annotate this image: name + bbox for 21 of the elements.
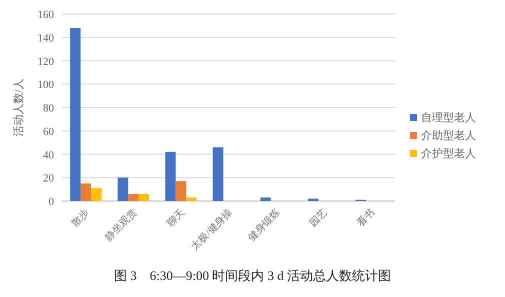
y-tick-label: 0 <box>48 196 54 208</box>
x-tick-label: 散步 <box>69 206 92 230</box>
x-tick-label: 看书 <box>354 206 378 230</box>
x-tick-label: 太极/健身操 <box>188 206 235 252</box>
y-axis-title: 活动人数/人 <box>13 78 25 137</box>
legend-label: 介助型老人 <box>421 129 476 142</box>
y-tick-label: 40 <box>43 149 54 162</box>
text: 图 3 6:30—9:00 时间段内 3 d 活动总人数统计图 <box>114 268 391 283</box>
x-tick-label: 静坐观赏 <box>102 206 140 244</box>
x-tick-label: 园艺 <box>307 206 330 230</box>
y-tick-label: 20 <box>43 172 54 185</box>
y-tick-label: 100 <box>38 79 54 92</box>
legend-label: 自理型老人 <box>421 111 476 124</box>
y-tick-label: 140 <box>38 32 54 44</box>
y-tick-label: 60 <box>43 126 54 138</box>
y-tick-label: 120 <box>38 56 54 68</box>
y-tick-label: 80 <box>43 102 54 114</box>
x-tick-label: 聊天 <box>164 206 188 230</box>
legend-label: 介护型老人 <box>421 147 476 160</box>
y-tick-label: 160 <box>38 9 54 21</box>
x-tick-label: 健身锻炼 <box>245 206 282 244</box>
